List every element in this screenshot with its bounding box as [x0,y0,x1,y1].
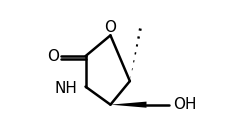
Text: O: O [104,20,116,35]
Text: NH: NH [54,80,77,95]
Polygon shape [110,102,146,108]
Text: O: O [47,49,59,64]
Text: OH: OH [172,97,195,112]
